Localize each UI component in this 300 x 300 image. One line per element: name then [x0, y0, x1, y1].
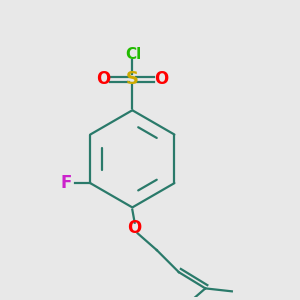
Text: O: O [96, 70, 111, 88]
Text: O: O [154, 70, 168, 88]
Text: S: S [126, 70, 139, 88]
Text: Cl: Cl [125, 47, 141, 62]
Text: O: O [128, 219, 142, 237]
Text: F: F [60, 174, 71, 192]
